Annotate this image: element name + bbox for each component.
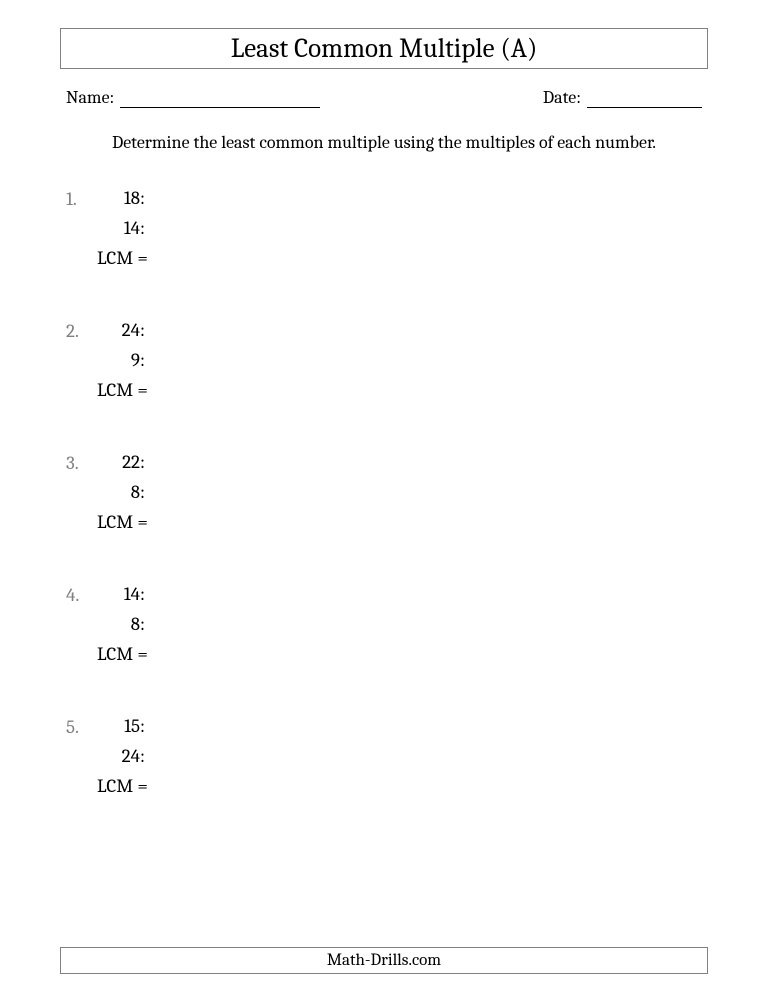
number-a-line: 15: xyxy=(108,715,708,737)
problem-body: 15:24:LCM = xyxy=(108,715,708,797)
colon: : xyxy=(140,319,145,341)
number-a-line: 22: xyxy=(108,451,708,473)
problem-body: 14:8:LCM = xyxy=(108,583,708,665)
colon: : xyxy=(140,481,145,503)
number-a-line: 24: xyxy=(108,319,708,341)
colon: : xyxy=(140,349,145,371)
number-a-value: 14 xyxy=(108,583,140,605)
number-b-value: 8 xyxy=(108,613,140,635)
name-label: Name: xyxy=(66,87,114,108)
problem-body: 24:9:LCM = xyxy=(108,319,708,401)
number-b-line: 14: xyxy=(108,217,708,239)
number-b-line: 24: xyxy=(108,745,708,767)
worksheet-title: Least Common Multiple (A) xyxy=(231,33,538,64)
colon: : xyxy=(140,217,145,239)
number-b-value: 24 xyxy=(108,745,140,767)
number-a-value: 22 xyxy=(108,451,140,473)
number-a-value: 15 xyxy=(108,715,140,737)
number-b-line: 9: xyxy=(108,349,708,371)
number-b-line: 8: xyxy=(108,481,708,503)
name-input-line[interactable] xyxy=(120,88,320,108)
instructions-text: Determine the least common multiple usin… xyxy=(60,132,708,153)
footer-box: Math-Drills.com xyxy=(60,947,708,974)
number-b-value: 8 xyxy=(108,481,140,503)
fields-row: Name: Date: xyxy=(60,87,708,108)
colon: : xyxy=(140,187,145,209)
lcm-answer-line: LCM = xyxy=(97,775,708,797)
lcm-answer-line: LCM = xyxy=(97,511,708,533)
problem-1: 1.18:14:LCM = xyxy=(60,187,708,269)
number-a-line: 18: xyxy=(108,187,708,209)
problem-body: 22:8:LCM = xyxy=(108,451,708,533)
number-b-value: 9 xyxy=(108,349,140,371)
title-box: Least Common Multiple (A) xyxy=(60,28,708,69)
colon: : xyxy=(140,451,145,473)
lcm-answer-line: LCM = xyxy=(97,643,708,665)
problem-3: 3.22:8:LCM = xyxy=(60,451,708,533)
colon: : xyxy=(140,583,145,605)
problem-2: 2.24:9:LCM = xyxy=(60,319,708,401)
problem-4: 4.14:8:LCM = xyxy=(60,583,708,665)
problem-5: 5.15:24:LCM = xyxy=(60,715,708,797)
colon: : xyxy=(140,715,145,737)
number-b-line: 8: xyxy=(108,613,708,635)
footer-text: Math-Drills.com xyxy=(327,951,441,970)
colon: : xyxy=(140,745,145,767)
lcm-answer-line: LCM = xyxy=(97,379,708,401)
problem-body: 18:14:LCM = xyxy=(108,187,708,269)
number-b-value: 14 xyxy=(108,217,140,239)
number-a-value: 18 xyxy=(108,187,140,209)
name-field-group: Name: xyxy=(66,87,320,108)
colon: : xyxy=(140,613,145,635)
lcm-answer-line: LCM = xyxy=(97,247,708,269)
number-a-line: 14: xyxy=(108,583,708,605)
problems-container: 1.18:14:LCM =2.24:9:LCM =3.22:8:LCM =4.1… xyxy=(60,187,708,797)
date-input-line[interactable] xyxy=(587,88,702,108)
date-label: Date: xyxy=(543,87,581,108)
number-a-value: 24 xyxy=(108,319,140,341)
date-field-group: Date: xyxy=(543,87,702,108)
